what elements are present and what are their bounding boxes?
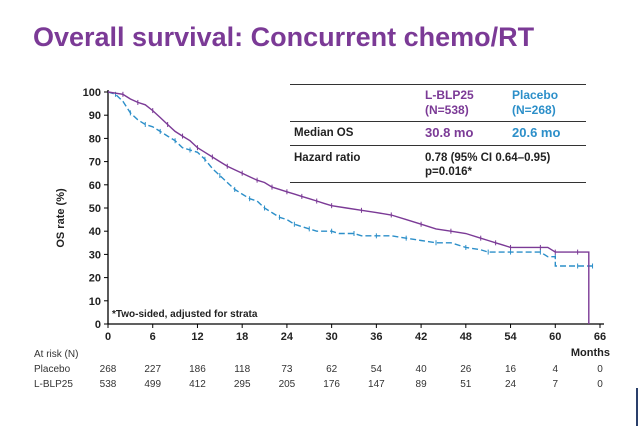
series-line-placebo xyxy=(107,91,593,267)
x-tick-label: 60 xyxy=(549,331,561,343)
x-tick-label: 24 xyxy=(281,331,294,343)
y-tick-label: 10 xyxy=(89,296,101,308)
at-risk-value: 176 xyxy=(323,379,340,390)
y-tick-label: 0 xyxy=(95,319,101,331)
median-os-label: Median OS xyxy=(294,127,354,139)
lblp-header-n: (N=538) xyxy=(425,103,469,117)
y-tick-label: 40 xyxy=(89,226,101,238)
y-tick-label: 20 xyxy=(89,273,101,285)
x-tick-label: 30 xyxy=(326,331,338,343)
x-tick-label: 66 xyxy=(594,331,606,343)
x-tick-label: 54 xyxy=(504,331,517,343)
at-risk-value: 73 xyxy=(281,364,293,375)
slide-title: Overall survival: Concurrent chemo/RT xyxy=(33,22,535,52)
hazard-ratio-value: 0.78 (95% CI 0.64–0.95) p=0.016* xyxy=(425,151,550,179)
at-risk-value: 538 xyxy=(100,379,117,390)
at-risk-value: 118 xyxy=(234,364,250,375)
at-risk-value: 412 xyxy=(189,379,206,390)
at-risk-value: 62 xyxy=(326,364,338,375)
at-risk-value: 4 xyxy=(552,364,558,375)
y-tick-label: 70 xyxy=(89,157,101,169)
placebo-header: Placebo (N=268) xyxy=(512,88,558,118)
at-risk-value: 40 xyxy=(416,364,428,375)
y-tick-label: 60 xyxy=(89,180,101,192)
at-risk-value: 0 xyxy=(597,379,603,390)
at-risk-value: 227 xyxy=(144,364,161,375)
at-risk-value: 24 xyxy=(505,379,517,390)
at-risk-value: 268 xyxy=(100,364,117,375)
y-tick-label: 90 xyxy=(89,110,101,122)
hazard-ratio-label: Hazard ratio xyxy=(294,152,361,164)
lblp-header-name: L-BLP25 xyxy=(425,88,474,102)
table-rule-1 xyxy=(290,121,586,122)
at-risk-value: 295 xyxy=(234,379,251,390)
footnote: *Two-sided, adjusted for strata xyxy=(112,309,258,320)
series-line-l-blp25 xyxy=(107,91,590,324)
x-tick-label: 6 xyxy=(150,331,156,343)
at-risk-value: 7 xyxy=(552,379,558,390)
at-risk-value: 26 xyxy=(460,364,472,375)
y-tick-label: 100 xyxy=(83,87,101,99)
x-tick-label: 36 xyxy=(370,331,382,343)
at-risk-value: 54 xyxy=(371,364,383,375)
at-risk-value: 147 xyxy=(368,379,385,390)
y-axis-title: OS rate (%) xyxy=(55,188,67,248)
median-os-placebo: 20.6 mo xyxy=(512,125,561,140)
y-tick-label: 30 xyxy=(89,249,101,261)
at-risk-value: 51 xyxy=(460,379,472,390)
placebo-header-n: (N=268) xyxy=(512,103,556,117)
at-risk-table: At risk (N)Placebo 268 227 186 118 73 62 54 40 26… xyxy=(34,349,603,390)
at-risk-value: 186 xyxy=(189,364,206,375)
y-tick-label: 80 xyxy=(89,133,101,145)
median-os-lblp: 30.8 mo xyxy=(425,125,474,140)
table-rule-2 xyxy=(290,145,586,146)
at-risk-value: 0 xyxy=(597,364,603,375)
x-tick-label: 42 xyxy=(415,331,427,343)
hazard-ratio-p: p=0.016* xyxy=(425,166,472,178)
edge-accent-bar xyxy=(636,388,638,426)
table-top-rule xyxy=(290,84,586,85)
at-risk-value: 16 xyxy=(505,364,517,375)
chart-series xyxy=(107,91,594,324)
hazard-ratio-ci: 0.78 (95% CI 0.64–0.95) xyxy=(425,152,551,164)
at-risk-value: 205 xyxy=(279,379,296,390)
at-risk-value: 89 xyxy=(416,379,428,390)
table-bottom-rule xyxy=(290,182,586,183)
x-axis-title: Months xyxy=(571,347,610,359)
x-tick-label: 48 xyxy=(460,331,472,343)
at-risk-label: At risk (N) xyxy=(34,349,78,360)
lblp-header: L-BLP25 (N=538) xyxy=(425,88,474,118)
x-tick-label: 18 xyxy=(236,331,248,343)
x-tick-label: 12 xyxy=(191,331,203,343)
at-risk-row-name: L-BLP25 xyxy=(34,379,73,390)
y-tick-label: 50 xyxy=(89,203,101,215)
placebo-header-name: Placebo xyxy=(512,88,559,102)
at-risk-value: 499 xyxy=(144,379,161,390)
x-tick-label: 0 xyxy=(105,331,111,343)
at-risk-row-name: Placebo xyxy=(34,364,71,375)
chart-axes: 0 10 20 30 40 50 60 70 80 90 100 0 6 12 18 24 30 36 42 48 54… xyxy=(55,87,610,359)
